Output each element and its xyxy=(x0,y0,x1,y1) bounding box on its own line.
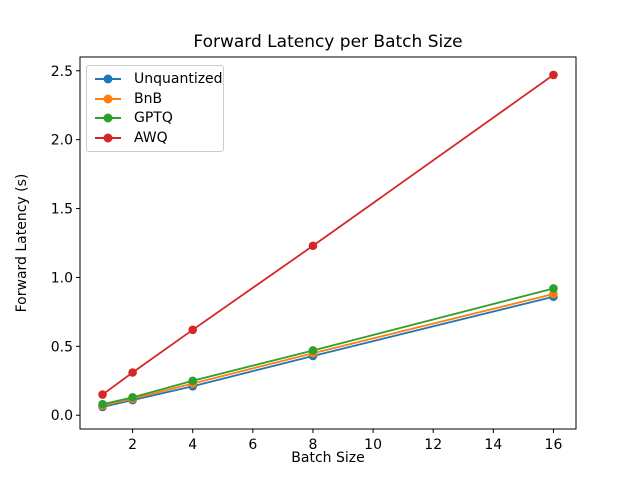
legend-line-marker-icon xyxy=(95,133,121,143)
x-axis-label: Batch Size xyxy=(291,450,365,466)
legend-label: AWQ xyxy=(134,130,168,147)
data-point-awq xyxy=(128,368,137,377)
y-tick-label: 1.0 xyxy=(51,270,73,286)
y-tick-label: 2.5 xyxy=(51,64,73,80)
data-point-gptq xyxy=(549,284,558,293)
x-tick-label: 8 xyxy=(309,437,318,453)
x-tick-label: 16 xyxy=(545,437,563,453)
x-tick-label: 2 xyxy=(128,437,137,453)
y-tick-label: 0.5 xyxy=(51,339,73,355)
x-tick-label: 10 xyxy=(364,437,382,453)
data-point-gptq xyxy=(308,346,318,355)
legend-item-bnb: BnB xyxy=(95,89,215,109)
y-tick-label: 2.0 xyxy=(51,133,73,149)
legend-line-marker-icon xyxy=(95,74,121,84)
data-point-gptq xyxy=(128,393,137,402)
x-tick-label: 6 xyxy=(248,437,257,453)
legend-item-awq: AWQ xyxy=(95,128,215,148)
y-tick-label: 0.0 xyxy=(51,408,73,424)
data-point-awq xyxy=(308,241,318,251)
y-axis-label: Forward Latency (s) xyxy=(14,173,30,313)
data-point-gptq xyxy=(188,376,198,386)
data-point-gptq xyxy=(98,399,107,409)
series-line-unquantized xyxy=(102,295,554,408)
legend-line-marker-icon xyxy=(95,94,121,104)
chart-title: Forward Latency per Batch Size xyxy=(193,32,463,52)
x-tick-label: 14 xyxy=(484,437,502,453)
series-line-bnb xyxy=(102,293,554,407)
legend-item-gptq: GPTQ xyxy=(95,109,215,129)
legend-label: BnB xyxy=(134,90,163,107)
axes-frame xyxy=(79,56,577,430)
legend-item-unquantized: Unquantized xyxy=(95,69,223,89)
x-tick-label: 4 xyxy=(188,437,197,453)
y-tick-label: 1.5 xyxy=(51,202,73,218)
legend-line-marker-icon xyxy=(95,113,121,123)
data-point-awq xyxy=(549,70,558,80)
data-point-awq xyxy=(98,390,107,399)
legend-label: Unquantized xyxy=(134,70,223,87)
x-tick-label: 12 xyxy=(424,437,442,453)
legend: Unquantized BnB GPTQ AWQ xyxy=(86,65,224,152)
data-point-awq xyxy=(188,325,198,335)
legend-label: GPTQ xyxy=(134,110,173,127)
